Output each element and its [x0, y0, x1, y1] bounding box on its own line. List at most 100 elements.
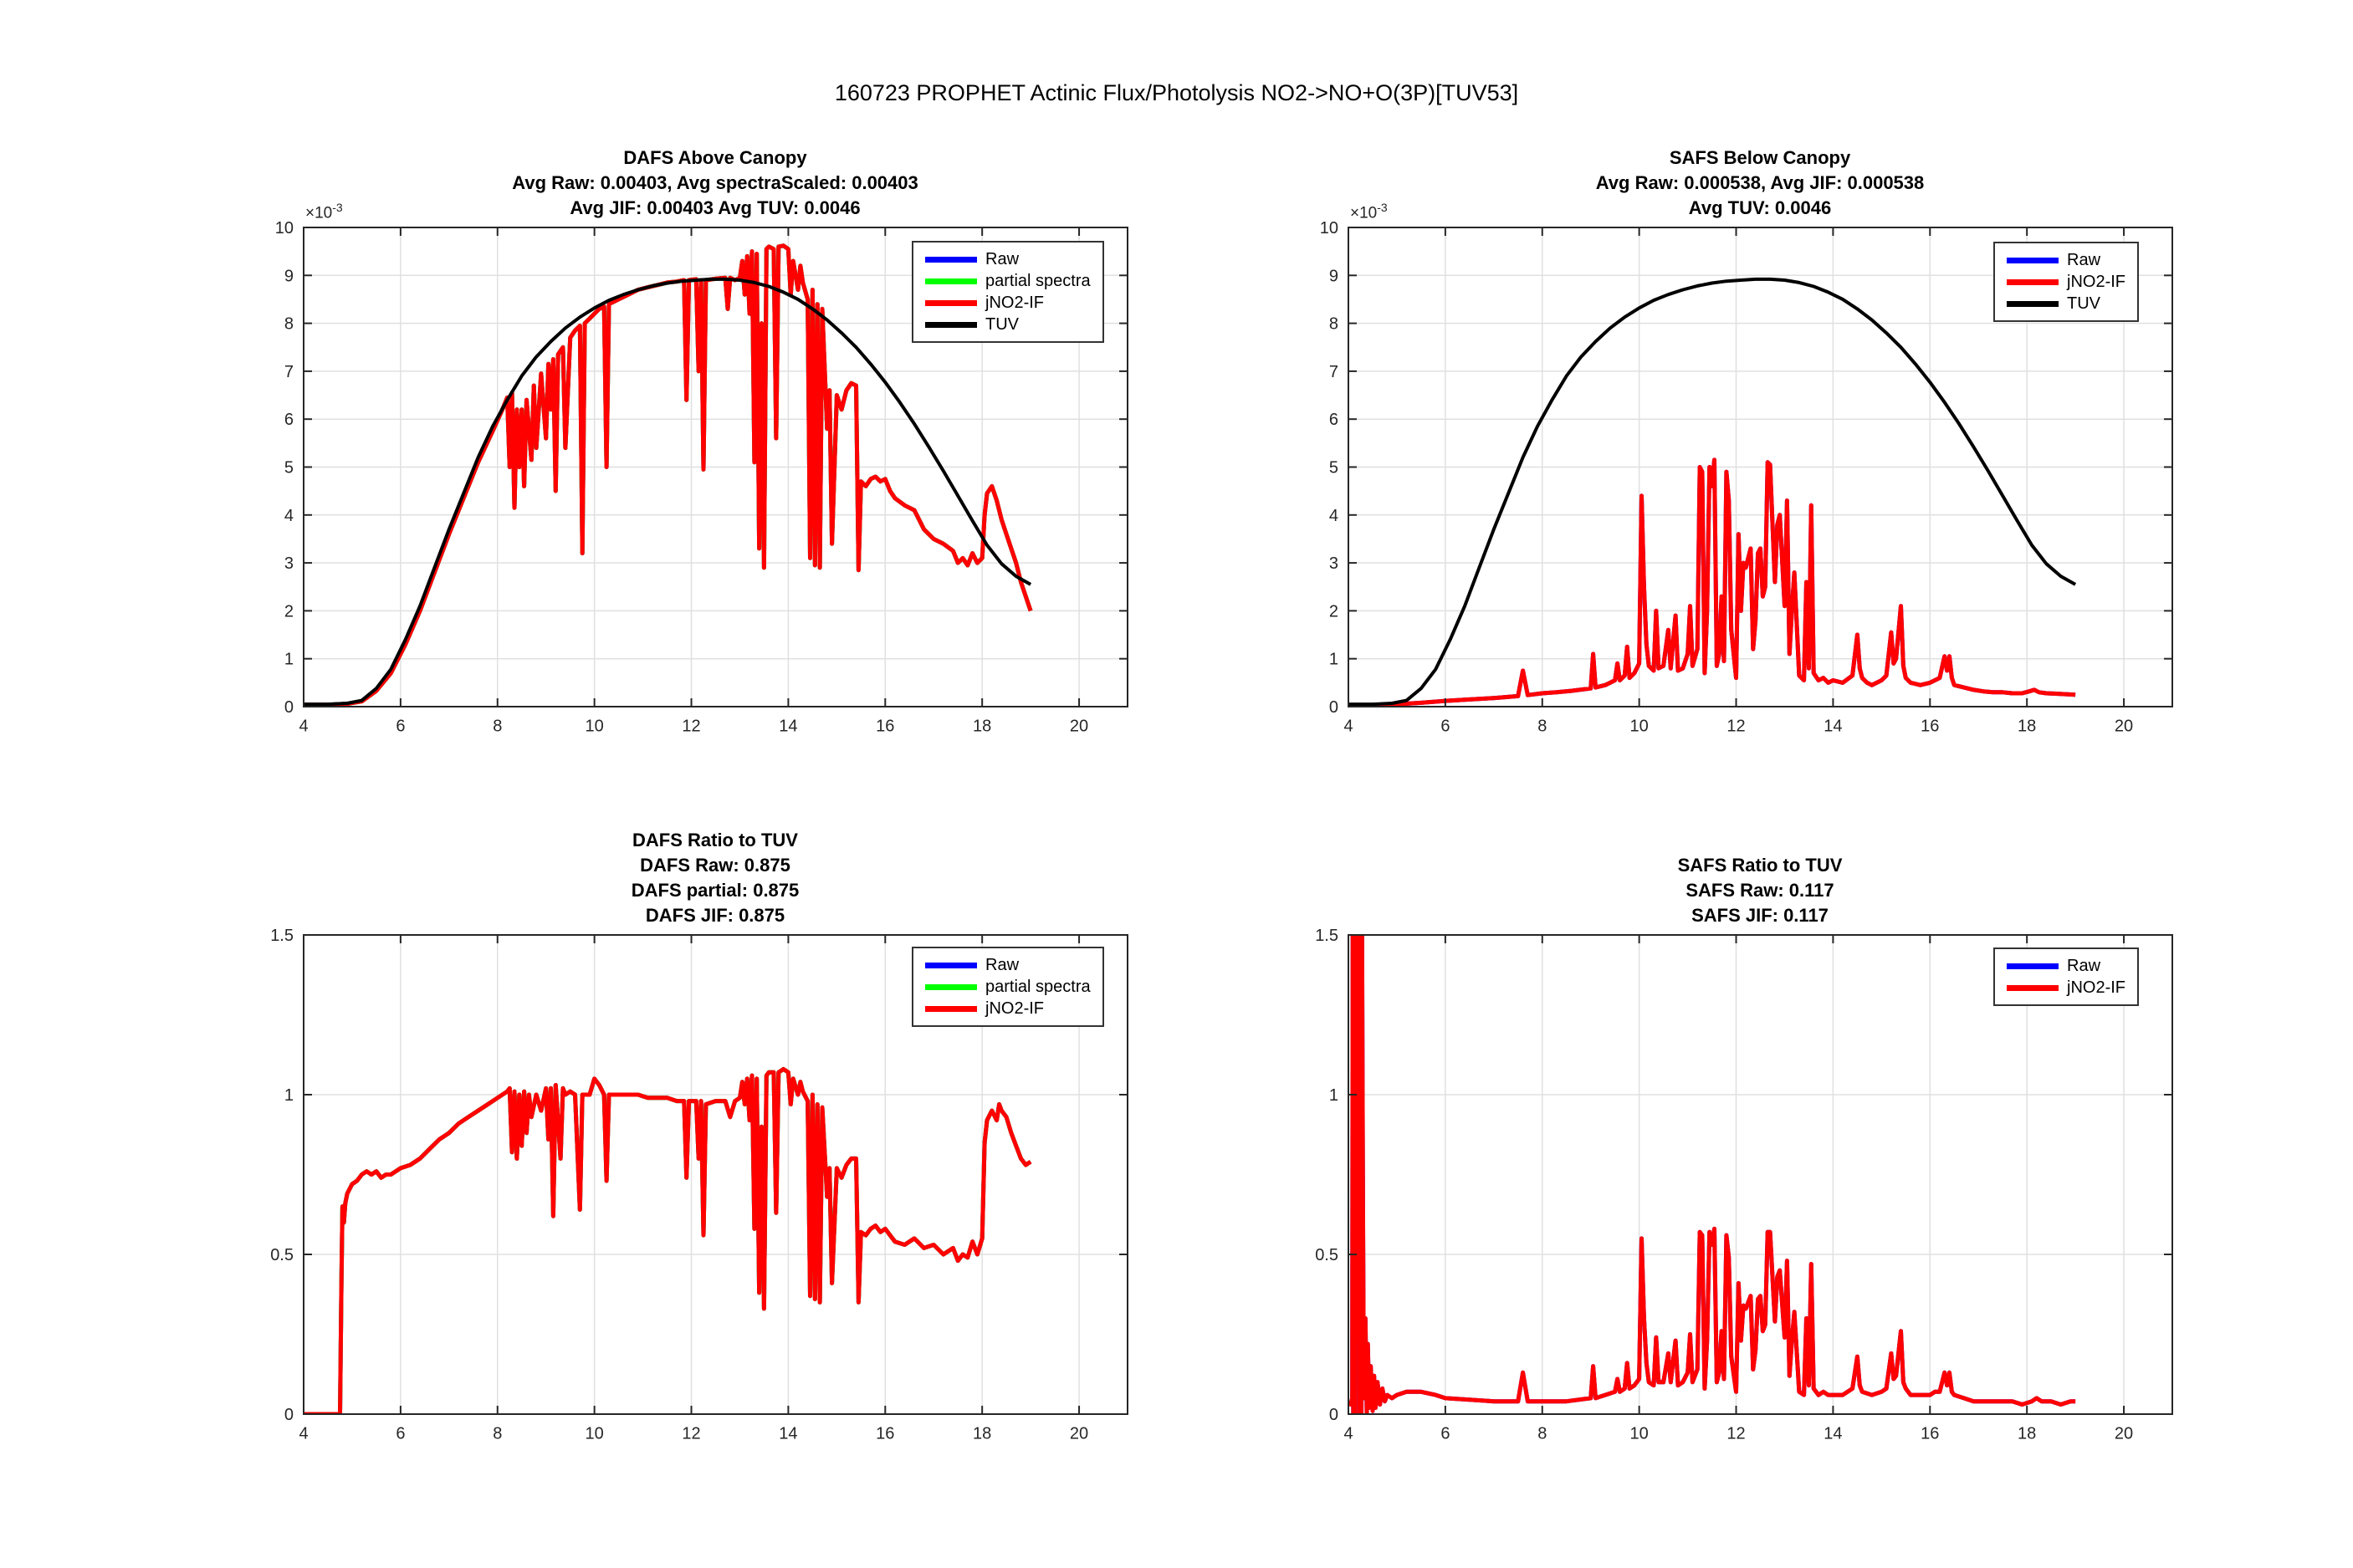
y-tick-label: 0 — [1329, 698, 1338, 717]
x-tick-label: 8 — [493, 718, 502, 736]
x-tick-label: 16 — [1921, 1425, 1939, 1443]
x-tick-label: 6 — [396, 718, 405, 736]
x-tick-label: 18 — [973, 718, 991, 736]
legend-item-partial-spectra: partial spectra — [925, 976, 1091, 998]
chart-canvas-dafs-ratio: 4 6 8 10 12 14 16 18 20 0 0.5 1 1.5 — [270, 927, 1128, 1443]
y-tick-label: 2 — [1329, 602, 1338, 621]
legend-label: jNO2-IF — [985, 999, 1044, 1018]
legend-item-Raw: Raw — [2007, 955, 2125, 977]
legend-line-icon — [925, 962, 977, 968]
x-tick-label: 16 — [876, 1425, 894, 1443]
legend-item-jNO2-IF: jNO2-IF — [2007, 977, 2125, 999]
y-tick-label: 4 — [1329, 507, 1338, 525]
x-tick-label: 12 — [1726, 1425, 1745, 1443]
y-tick-label: 8 — [284, 315, 294, 334]
x-tick-label: 18 — [973, 1425, 991, 1443]
chart-subtitle-line: Avg Raw: 0.00403, Avg spectraScaled: 0.0… — [512, 172, 918, 193]
legend-label: jNO2-IF — [2067, 978, 2125, 997]
x-tick-label: 14 — [1824, 1425, 1842, 1443]
y-tick-label: 1.5 — [270, 927, 294, 945]
chart-subtitle-line: DAFS JIF: 0.875 — [645, 905, 785, 926]
y-exponent-power: -3 — [332, 201, 343, 214]
x-tick-label: 6 — [1440, 1425, 1450, 1443]
y-tick-label: 3 — [284, 554, 294, 573]
figure-title: 160723 PROPHET Actinic Flux/Photolysis N… — [834, 80, 1519, 105]
axes-box — [1348, 934, 2173, 1415]
chart-title-line: SAFS Ratio to TUV — [1677, 855, 1843, 876]
legend-label: partial spectra — [985, 271, 1091, 290]
y-tick-label: 10 — [275, 219, 294, 237]
legend-label: Raw — [2067, 250, 2101, 269]
legend-item-jNO2-IF: jNO2-IF — [925, 292, 1091, 314]
legend-item-Raw: Raw — [2007, 249, 2125, 271]
chart-subtitle-line: SAFS Raw: 0.117 — [1685, 880, 1834, 901]
chart-subtitle-line: DAFS Raw: 0.875 — [640, 855, 790, 876]
x-tick-label: 20 — [1070, 1425, 1088, 1443]
x-tick-label: 10 — [586, 718, 604, 736]
y-tick-label: 7 — [1329, 363, 1338, 381]
x-tick-label: 10 — [586, 1425, 604, 1443]
y-tick-label: 1 — [284, 651, 294, 669]
x-tick-label: 20 — [1070, 718, 1088, 736]
x-tick-label: 16 — [876, 718, 894, 736]
y-tick-label: 5 — [1329, 459, 1338, 478]
legend-item-TUV: TUV — [925, 314, 1091, 335]
y-tick-label: 1 — [1329, 651, 1338, 669]
y-tick-label: 7 — [284, 363, 294, 381]
legend-line-icon — [925, 321, 977, 328]
x-tick-label: 8 — [1537, 718, 1547, 736]
y-exponent-base: ×10 — [305, 204, 333, 222]
chart-title-safs-below-canopy: SAFS Below Canopy Avg Raw: 0.000538, Avg… — [1596, 146, 1925, 221]
x-tick-label: 4 — [1343, 718, 1353, 736]
chart-title-dafs-ratio: DAFS Ratio to TUV DAFS Raw: 0.875 DAFS p… — [632, 828, 800, 928]
legend-safs-ratio: Raw jNO2-IF — [1993, 947, 2139, 1006]
legend-label: Raw — [985, 249, 1020, 268]
series-jNO2-IF — [304, 243, 1033, 707]
chart-subtitle-line: Avg JIF: 0.00403 Avg TUV: 0.0046 — [570, 197, 861, 218]
x-tick-label: 20 — [2115, 718, 2133, 736]
chart-title-dafs-above-canopy: DAFS Above Canopy Avg Raw: 0.00403, Avg … — [512, 146, 918, 221]
x-tick-label: 12 — [1726, 718, 1745, 736]
y-tick-label: 5 — [284, 459, 294, 478]
legend-line-icon — [925, 983, 977, 990]
series-jNO2-IF — [1348, 935, 2076, 1414]
legend-label: Raw — [985, 955, 1020, 974]
legend-line-icon — [2007, 963, 2059, 969]
x-tick-label: 10 — [1630, 1425, 1649, 1443]
axes-box — [303, 934, 1128, 1415]
y-tick-label: 0 — [1329, 1406, 1338, 1424]
y-tick-label: 0.5 — [1315, 1246, 1338, 1264]
y-tick-label: 1.5 — [1315, 927, 1338, 945]
chart-title-line: DAFS Ratio to TUV — [632, 830, 798, 850]
legend-item-Raw: Raw — [925, 248, 1091, 270]
chart-title-safs-ratio: SAFS Ratio to TUV SAFS Raw: 0.117 SAFS J… — [1678, 853, 1843, 928]
x-tick-label: 18 — [2018, 1425, 2036, 1443]
y-tick-label: 0 — [284, 698, 294, 717]
x-tick-label: 14 — [1824, 718, 1842, 736]
chart-subtitle-line: Avg Raw: 0.000538, Avg JIF: 0.000538 — [1595, 172, 1925, 193]
legend-item-jNO2-IF: jNO2-IF — [2007, 271, 2125, 293]
x-tick-label: 18 — [2018, 718, 2036, 736]
y-tick-label: 1 — [1329, 1086, 1338, 1105]
y-tick-label: 1 — [284, 1086, 294, 1105]
y-tick-label: 8 — [1329, 315, 1338, 334]
legend-dafs-ratio: Raw partial spectra jNO2-IF — [912, 947, 1104, 1027]
chart-subtitle-line: Avg TUV: 0.0046 — [1688, 197, 1832, 218]
series-TUV — [304, 277, 1032, 707]
x-tick-label: 8 — [1537, 1425, 1547, 1443]
legend-line-icon — [925, 256, 977, 263]
x-tick-label: 4 — [299, 1425, 308, 1443]
legend-safs-below-canopy: Raw jNO2-IF TUV — [1993, 242, 2139, 322]
series-Raw — [304, 1066, 1032, 1414]
x-tick-label: 20 — [2115, 1425, 2133, 1443]
y-tick-label: 9 — [1329, 267, 1338, 285]
x-tick-label: 8 — [493, 1425, 502, 1443]
y-tick-label: 9 — [284, 267, 294, 285]
legend-line-icon — [2007, 300, 2059, 307]
y-tick-label: 3 — [1329, 554, 1338, 573]
y-tick-label: 2 — [284, 602, 294, 621]
legend-label: partial spectra — [985, 977, 1091, 996]
